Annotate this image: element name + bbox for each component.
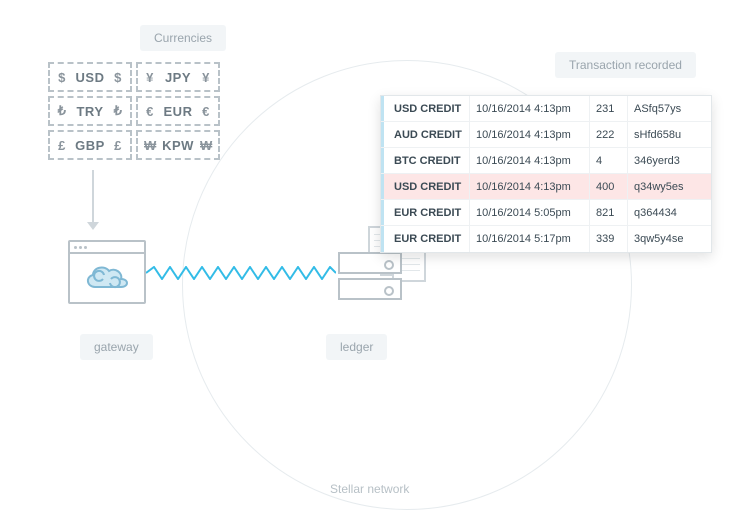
tx-time: 10/16/2014 4:13pm — [469, 122, 589, 147]
tx-type: BTC CREDIT — [381, 148, 469, 173]
currency-symbol: € — [200, 104, 212, 119]
tx-time: 10/16/2014 5:05pm — [469, 200, 589, 225]
tx-type: USD CREDIT — [381, 96, 469, 121]
transaction-recorded-label: Transaction recorded — [555, 52, 696, 78]
gateway-label: gateway — [80, 334, 153, 360]
window-titlebar — [70, 242, 144, 254]
currency-code: KPW — [156, 138, 200, 153]
currency-cell: ₩KPW₩ — [136, 130, 220, 160]
tx-id: ASfq57ys — [627, 96, 711, 121]
tx-amount: 222 — [589, 122, 627, 147]
tx-amount: 4 — [589, 148, 627, 173]
server-unit — [338, 252, 402, 274]
currencies-label: Currencies — [140, 25, 226, 51]
table-row: BTC CREDIT10/16/2014 4:13pm4346yerd3 — [381, 148, 711, 174]
currency-code: GBP — [68, 138, 112, 153]
currency-code: USD — [68, 70, 112, 85]
table-row: EUR CREDIT10/16/2014 5:17pm3393qw5y4se — [381, 226, 711, 252]
tx-amount: 231 — [589, 96, 627, 121]
currency-symbol: $ — [56, 70, 68, 85]
currency-cell: ¥JPY¥ — [136, 62, 220, 92]
tx-type: USD CREDIT — [381, 174, 469, 199]
tx-time: 10/16/2014 5:17pm — [469, 226, 589, 252]
currency-code: EUR — [156, 104, 200, 119]
currency-cell: $USD$ — [48, 62, 132, 92]
currency-symbol: ¥ — [200, 70, 212, 85]
currency-cell: £GBP£ — [48, 130, 132, 160]
currency-cell: €EUR€ — [136, 96, 220, 126]
ledger-server — [338, 252, 402, 302]
currency-symbol: ¥ — [144, 70, 156, 85]
table-row: USD CREDIT10/16/2014 4:13pm400q34wy5es — [381, 174, 711, 200]
table-row: EUR CREDIT10/16/2014 5:05pm821q364434 — [381, 200, 711, 226]
server-unit — [338, 278, 402, 300]
currency-symbol: ₺ — [56, 103, 68, 119]
arrow-down-icon — [92, 170, 94, 222]
currency-symbol: $ — [112, 70, 124, 85]
ledger-label: ledger — [326, 334, 387, 360]
connection-line — [146, 266, 336, 280]
table-row: USD CREDIT10/16/2014 4:13pm231ASfq57ys — [381, 96, 711, 122]
gateway-window — [68, 240, 146, 304]
tx-time: 10/16/2014 4:13pm — [469, 174, 589, 199]
tx-id: q34wy5es — [627, 174, 711, 199]
currency-symbol: £ — [112, 138, 124, 153]
currency-symbol: € — [144, 104, 156, 119]
tx-id: 3qw5y4se — [627, 226, 711, 252]
tx-amount: 339 — [589, 226, 627, 252]
cloud-sync-icon — [70, 254, 144, 302]
tx-type: AUD CREDIT — [381, 122, 469, 147]
currency-cell: ₺TRY₺ — [48, 96, 132, 126]
tx-id: sHfd658u — [627, 122, 711, 147]
stellar-network-label: Stellar network — [330, 482, 409, 496]
table-row: AUD CREDIT10/16/2014 4:13pm222sHfd658u — [381, 122, 711, 148]
tx-time: 10/16/2014 4:13pm — [469, 148, 589, 173]
tx-amount: 400 — [589, 174, 627, 199]
tx-amount: 821 — [589, 200, 627, 225]
currency-code: JPY — [156, 70, 200, 85]
tx-time: 10/16/2014 4:13pm — [469, 96, 589, 121]
tx-id: 346yerd3 — [627, 148, 711, 173]
tx-type: EUR CREDIT — [381, 226, 469, 252]
tx-id: q364434 — [627, 200, 711, 225]
currency-symbol: ₺ — [112, 103, 124, 119]
currency-symbol: ₩ — [200, 138, 212, 153]
transaction-table: USD CREDIT10/16/2014 4:13pm231ASfq57ysAU… — [380, 95, 712, 253]
currency-symbol: £ — [56, 138, 68, 153]
currency-symbol: ₩ — [144, 138, 156, 153]
tx-type: EUR CREDIT — [381, 200, 469, 225]
currencies-grid: $USD$¥JPY¥₺TRY₺€EUR€£GBP£₩KPW₩ — [48, 62, 220, 160]
currency-code: TRY — [68, 104, 112, 119]
